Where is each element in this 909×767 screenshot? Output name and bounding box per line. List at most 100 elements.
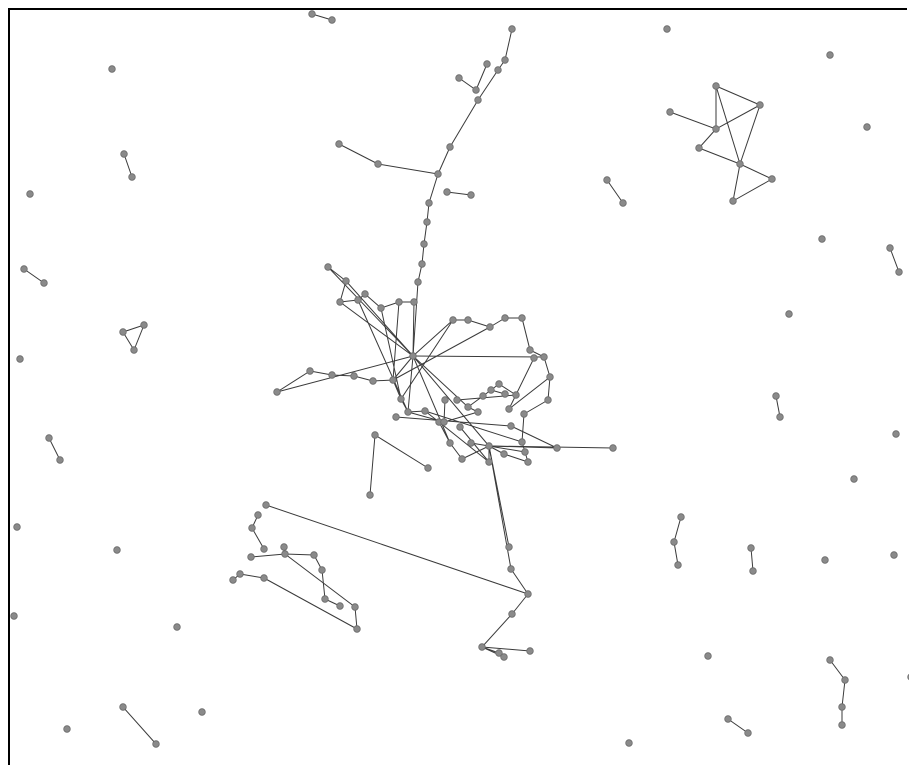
graph-node[interactable]: [306, 367, 314, 375]
graph-node[interactable]: [455, 74, 463, 82]
graph-node[interactable]: [328, 371, 336, 379]
graph-node[interactable]: [458, 455, 466, 463]
graph-node[interactable]: [152, 740, 160, 748]
graph-node[interactable]: [342, 277, 350, 285]
graph-node[interactable]: [768, 175, 776, 183]
graph-node[interactable]: [467, 191, 475, 199]
graph-node[interactable]: [424, 464, 432, 472]
graph-node[interactable]: [464, 403, 472, 411]
graph-node[interactable]: [483, 60, 491, 68]
graph-node[interactable]: [119, 328, 127, 336]
graph-node[interactable]: [479, 392, 487, 400]
graph-node[interactable]: [776, 413, 784, 421]
graph-node[interactable]: [508, 25, 516, 33]
graph-node[interactable]: [321, 595, 329, 603]
graph-node[interactable]: [351, 603, 359, 611]
graph-node[interactable]: [20, 265, 28, 273]
graph-node[interactable]: [63, 725, 71, 733]
graph-node[interactable]: [371, 431, 379, 439]
graph-node[interactable]: [26, 190, 34, 198]
graph-node[interactable]: [544, 396, 552, 404]
graph-node[interactable]: [895, 268, 903, 276]
graph-node[interactable]: [518, 314, 526, 322]
graph-node[interactable]: [335, 140, 343, 148]
graph-node[interactable]: [336, 602, 344, 610]
graph-node[interactable]: [456, 423, 464, 431]
graph-node[interactable]: [520, 410, 528, 418]
graph-node[interactable]: [354, 296, 362, 304]
graph-node[interactable]: [736, 160, 744, 168]
graph-node[interactable]: [495, 649, 503, 657]
graph-node[interactable]: [772, 392, 780, 400]
graph-node[interactable]: [744, 729, 752, 737]
graph-node[interactable]: [546, 373, 554, 381]
graph-node[interactable]: [409, 352, 417, 360]
graph-node[interactable]: [670, 538, 678, 546]
graph-node[interactable]: [443, 188, 451, 196]
graph-node[interactable]: [248, 524, 256, 532]
graph-node[interactable]: [472, 86, 480, 94]
graph-node[interactable]: [609, 444, 617, 452]
graph-node[interactable]: [113, 546, 121, 554]
graph-node[interactable]: [526, 647, 534, 655]
graph-node[interactable]: [414, 278, 422, 286]
graph-node[interactable]: [666, 108, 674, 116]
graph-node[interactable]: [494, 66, 502, 74]
graph-node[interactable]: [366, 491, 374, 499]
graph-node[interactable]: [695, 144, 703, 152]
graph-node[interactable]: [260, 545, 268, 553]
graph-node[interactable]: [324, 263, 332, 271]
graph-node[interactable]: [280, 543, 288, 551]
graph-node[interactable]: [173, 623, 181, 631]
graph-node[interactable]: [56, 456, 64, 464]
graph-node[interactable]: [425, 199, 433, 207]
graph-node[interactable]: [392, 413, 400, 421]
graph-node[interactable]: [530, 354, 538, 362]
graph-node[interactable]: [310, 551, 318, 559]
graph-node[interactable]: [397, 395, 405, 403]
graph-node[interactable]: [247, 553, 255, 561]
graph-node[interactable]: [507, 422, 515, 430]
graph-node[interactable]: [826, 51, 834, 59]
graph-node[interactable]: [501, 56, 509, 64]
graph-node[interactable]: [353, 625, 361, 633]
graph-node[interactable]: [318, 566, 326, 574]
graph-node[interactable]: [729, 197, 737, 205]
graph-node[interactable]: [449, 316, 457, 324]
graph-node[interactable]: [625, 739, 633, 747]
graph-node[interactable]: [260, 574, 268, 582]
graph-node[interactable]: [603, 176, 611, 184]
graph-node[interactable]: [526, 346, 534, 354]
graph-node[interactable]: [120, 150, 128, 158]
graph-node[interactable]: [128, 173, 136, 181]
graph-node[interactable]: [521, 448, 529, 456]
graph-node[interactable]: [474, 96, 482, 104]
graph-node[interactable]: [863, 123, 871, 131]
graph-node[interactable]: [328, 16, 336, 24]
graph-node[interactable]: [420, 240, 428, 248]
graph-node[interactable]: [619, 199, 627, 207]
graph-node[interactable]: [273, 388, 281, 396]
graph-node[interactable]: [45, 434, 53, 442]
graph-node[interactable]: [418, 260, 426, 268]
graph-node[interactable]: [236, 570, 244, 578]
graph-node[interactable]: [826, 656, 834, 664]
graph-node[interactable]: [474, 408, 482, 416]
graph-node[interactable]: [704, 652, 712, 660]
graph-node[interactable]: [369, 377, 377, 385]
graph-node[interactable]: [254, 511, 262, 519]
graph-node[interactable]: [886, 244, 894, 252]
graph-node[interactable]: [130, 346, 138, 354]
graph-node[interactable]: [464, 316, 472, 324]
graph-node[interactable]: [281, 550, 289, 558]
graph-node[interactable]: [663, 25, 671, 33]
graph-node[interactable]: [423, 218, 431, 226]
graph-node[interactable]: [712, 82, 720, 90]
graph-node[interactable]: [487, 386, 495, 394]
graph-node[interactable]: [505, 543, 513, 551]
graph-node[interactable]: [486, 323, 494, 331]
graph-node[interactable]: [13, 523, 21, 531]
graph-node[interactable]: [500, 653, 508, 661]
graph-node[interactable]: [501, 390, 509, 398]
graph-node[interactable]: [724, 715, 732, 723]
